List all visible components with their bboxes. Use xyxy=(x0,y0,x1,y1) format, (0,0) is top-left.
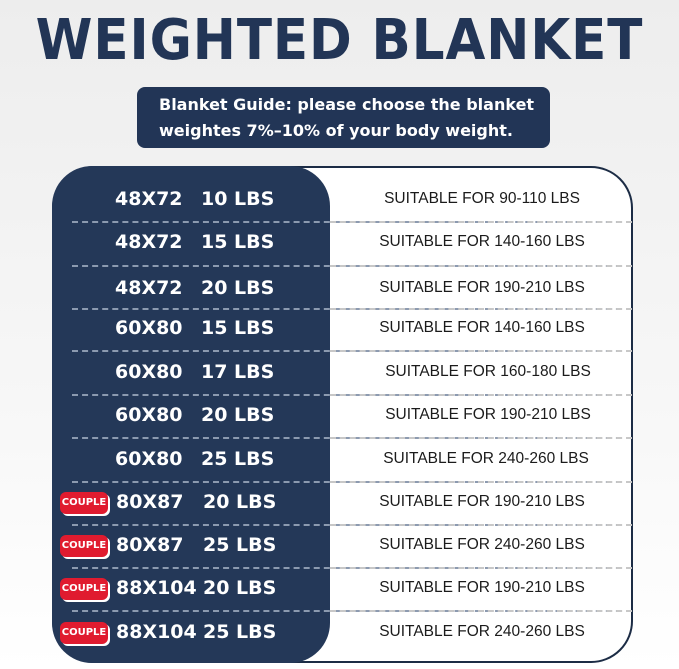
table-row: COUPLE 88X104 25 LBS SUITABLE FOR 240-260 L… xyxy=(52,612,633,652)
blanket-size: 80X87 xyxy=(116,491,184,513)
row-divider xyxy=(72,610,632,612)
couple-badge: COUPLE xyxy=(60,622,108,644)
row-divider xyxy=(72,394,632,396)
table-row: 60X80 17 LBS SUITABLE FOR 160-180 LBS xyxy=(52,352,633,392)
suitable-range: SUITABLE FOR 140-160 LBS xyxy=(379,233,585,250)
blanket-size: 48X72 xyxy=(115,277,183,299)
table-row: 60X80 15 LBS SUITABLE FOR 140-160 LBS xyxy=(52,308,633,348)
couple-badge: COUPLE xyxy=(60,578,108,600)
blanket-weight: 20 LBS xyxy=(203,577,277,599)
blanket-size: 88X104 xyxy=(116,621,197,643)
blanket-weight: 20 LBS xyxy=(201,404,275,426)
row-divider xyxy=(72,265,632,267)
suitable-range: SUITABLE FOR 190-210 LBS xyxy=(379,493,585,510)
blanket-weight: 15 LBS xyxy=(201,317,275,339)
table-row: 48X72 20 LBS SUITABLE FOR 190-210 LBS xyxy=(52,268,633,308)
row-divider xyxy=(72,308,632,310)
suitable-range: SUITABLE FOR 190-210 LBS xyxy=(379,579,585,596)
row-divider xyxy=(72,524,632,526)
table-row: 60X80 25 LBS SUITABLE FOR 240-260 LBS xyxy=(52,439,633,479)
suitable-range: SUITABLE FOR 190-210 LBS xyxy=(379,279,585,296)
table-row: COUPLE 88X104 20 LBS SUITABLE FOR 190-210 L… xyxy=(52,568,633,608)
suitable-range: SUITABLE FOR 90-110 LBS xyxy=(384,190,580,207)
blanket-size: 80X87 xyxy=(116,534,184,556)
blanket-weight: 15 LBS xyxy=(201,231,275,253)
table-row: 48X72 10 LBS SUITABLE FOR 90-110 LBS xyxy=(52,179,633,219)
suitable-range: SUITABLE FOR 240-260 LBS xyxy=(379,536,585,553)
blanket-weight: 25 LBS xyxy=(203,534,277,556)
table-row: 48X72 15 LBS SUITABLE FOR 140-160 LBS xyxy=(52,222,633,262)
couple-badge: COUPLE xyxy=(60,535,108,557)
blanket-size: 60X80 xyxy=(115,448,183,470)
row-divider xyxy=(72,437,632,439)
suitable-range: SUITABLE FOR 160-180 LBS xyxy=(385,363,591,380)
table-row: COUPLE 80X87 20 LBS SUITABLE FOR 190-210 LB… xyxy=(52,482,633,522)
blanket-weight: 10 LBS xyxy=(201,188,275,210)
blanket-size: 48X72 xyxy=(115,188,183,210)
suitable-range: SUITABLE FOR 240-260 LBS xyxy=(379,623,585,640)
blanket-size: 60X80 xyxy=(115,361,183,383)
table-row: 60X80 20 LBS SUITABLE FOR 190-210 LBS xyxy=(52,395,633,435)
blanket-size: 60X80 xyxy=(115,404,183,426)
guide-line-2: weightes 7%–10% of your body weight. xyxy=(159,121,513,140)
blanket-weight: 25 LBS xyxy=(201,448,275,470)
blanket-size: 60X80 xyxy=(115,317,183,339)
blanket-weight: 20 LBS xyxy=(203,491,277,513)
blanket-weight: 17 LBS xyxy=(201,361,275,383)
suitable-range: SUITABLE FOR 240-260 LBS xyxy=(383,450,589,467)
suitable-range: SUITABLE FOR 190-210 LBS xyxy=(385,406,591,423)
blanket-size: 88X104 xyxy=(116,577,197,599)
blanket-weight: 25 LBS xyxy=(203,621,277,643)
page-title: WEIGHTED BLANKET xyxy=(35,8,644,73)
suitable-range: SUITABLE FOR 140-160 LBS xyxy=(379,319,585,336)
couple-badge: COUPLE xyxy=(60,492,108,514)
blanket-guide-box: Blanket Guide: please choose the blanket… xyxy=(137,87,550,148)
guide-line-1: Blanket Guide: please choose the blanket xyxy=(159,95,535,114)
row-divider xyxy=(72,481,632,483)
blanket-size: 48X72 xyxy=(115,231,183,253)
row-divider xyxy=(72,221,632,223)
table-row: COUPLE 80X87 25 LBS SUITABLE FOR 240-260 LB… xyxy=(52,525,633,565)
row-divider xyxy=(72,567,632,569)
row-divider xyxy=(72,350,632,352)
blanket-weight: 20 LBS xyxy=(201,277,275,299)
